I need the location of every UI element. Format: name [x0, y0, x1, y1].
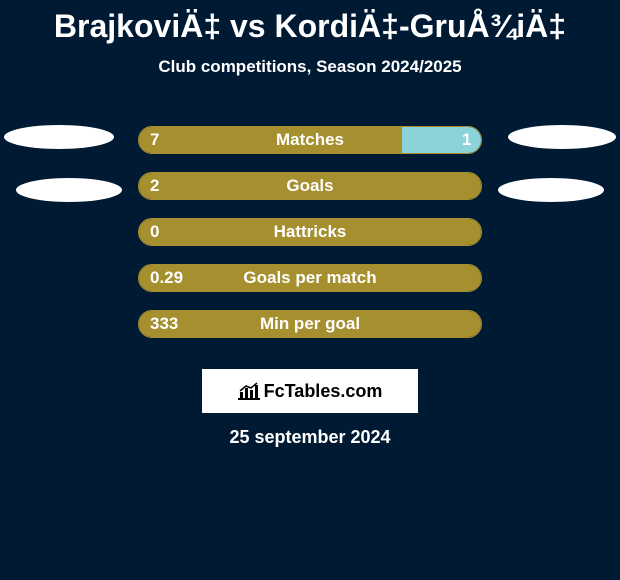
logo-label: FcTables.com — [264, 381, 383, 402]
stat-value-left: 2 — [150, 176, 159, 196]
page-subtitle: Club competitions, Season 2024/2025 — [0, 57, 620, 77]
decorative-ellipse — [4, 125, 114, 149]
stat-label: Matches — [276, 130, 344, 150]
stat-value-left: 7 — [150, 130, 159, 150]
decorative-ellipse — [16, 178, 122, 202]
stat-row: Min per goal 333 — [0, 301, 620, 347]
stat-value-right: 1 — [462, 130, 471, 150]
decorative-ellipse — [498, 178, 604, 202]
decorative-ellipse — [508, 125, 616, 149]
stat-label: Min per goal — [260, 314, 360, 334]
stat-value-left: 333 — [150, 314, 178, 334]
page-title: BrajkoviÄ‡ vs KordiÄ‡-GruÅ¾iÄ‡ — [0, 0, 620, 45]
stats-area: Matches 7 1 Goals 2 Hattricks 0 Goals per match… — [0, 117, 620, 347]
stat-value-left: 0 — [150, 222, 159, 242]
date-label: 25 september 2024 — [0, 427, 620, 448]
stat-row: Hattricks 0 — [0, 209, 620, 255]
logo-text: FcTables.com — [238, 381, 383, 402]
stat-label: Goals — [286, 176, 333, 196]
logo-box: FcTables.com — [202, 369, 418, 413]
chart-icon — [238, 382, 260, 400]
stat-label: Hattricks — [274, 222, 347, 242]
bar-left — [139, 127, 402, 153]
stat-row: Goals per match 0.29 — [0, 255, 620, 301]
stat-label: Goals per match — [243, 268, 376, 288]
stat-value-left: 0.29 — [150, 268, 183, 288]
